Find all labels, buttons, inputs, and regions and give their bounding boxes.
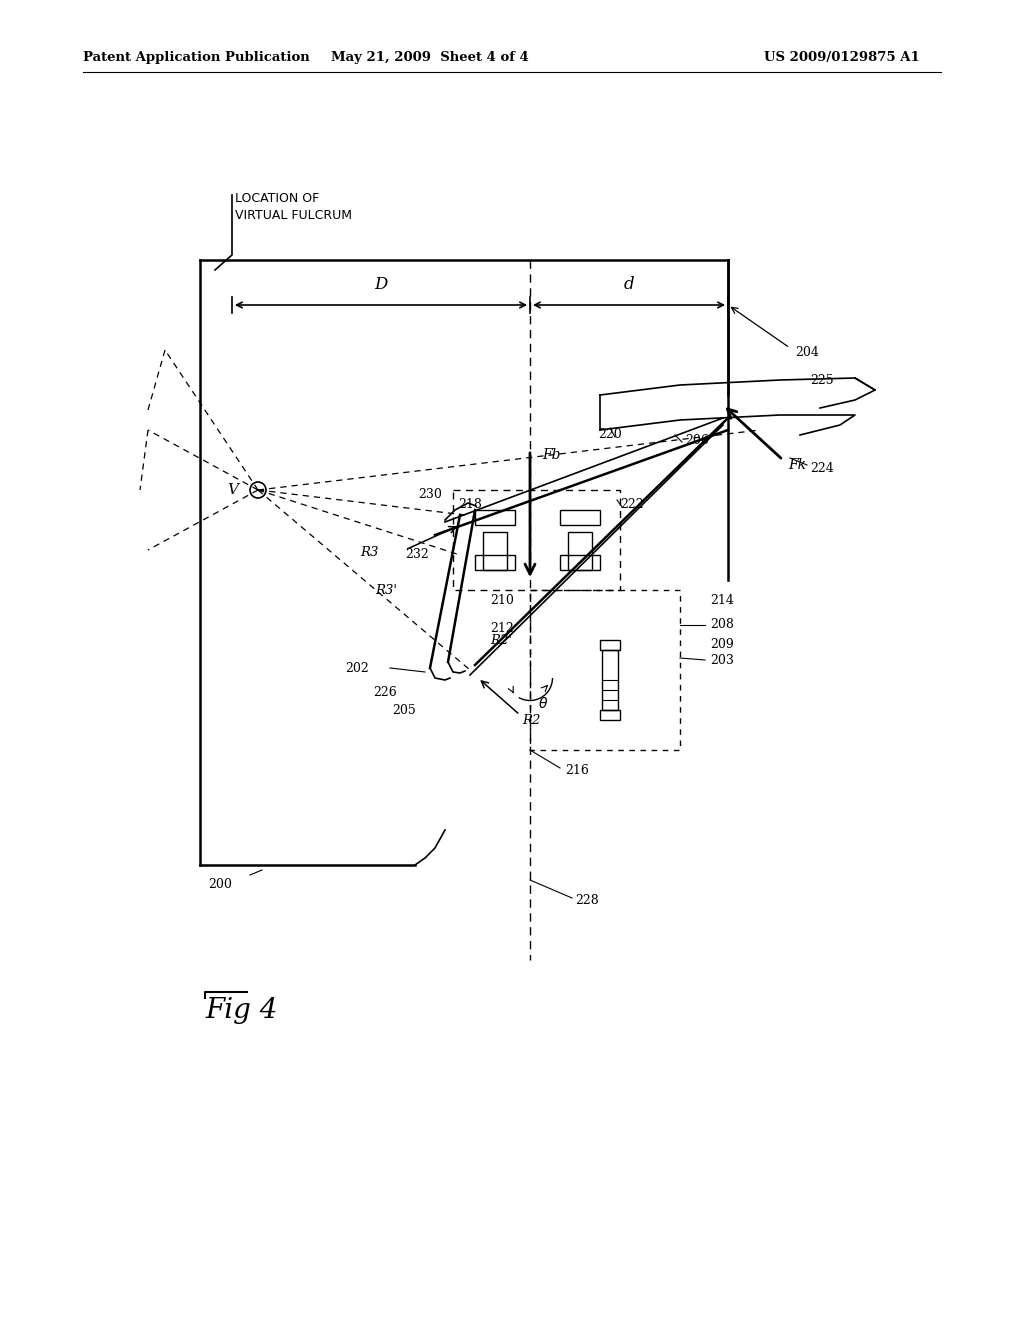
Text: 222: 222 [620, 499, 644, 511]
Text: 232: 232 [406, 549, 429, 561]
Text: 204: 204 [795, 346, 819, 359]
Text: $\theta$: $\theta$ [538, 696, 548, 711]
Text: Fk: Fk [788, 458, 806, 473]
Text: 203: 203 [710, 653, 734, 667]
Bar [475, 554, 515, 570]
Text: 206: 206 [685, 433, 709, 446]
Text: 208: 208 [710, 619, 734, 631]
Text: Fig 4: Fig 4 [205, 997, 278, 1023]
Text: R3: R3 [360, 545, 379, 558]
Text: 226: 226 [373, 685, 396, 698]
Text: Patent Application Publication: Patent Application Publication [83, 51, 309, 65]
Bar [475, 510, 515, 525]
Text: Fb: Fb [542, 447, 560, 462]
Bar [600, 710, 620, 719]
Bar [568, 532, 592, 570]
Text: 202: 202 [345, 661, 369, 675]
Text: 220: 220 [598, 429, 622, 441]
Text: R3': R3' [375, 583, 397, 597]
Bar [602, 649, 618, 710]
Text: 212: 212 [490, 622, 514, 635]
Text: 224: 224 [810, 462, 834, 474]
Bar [560, 554, 600, 570]
Text: 230: 230 [418, 488, 442, 502]
Text: 216: 216 [565, 763, 589, 776]
Text: 214: 214 [710, 594, 734, 606]
Text: 209: 209 [710, 639, 734, 652]
Text: 225: 225 [810, 374, 834, 387]
Text: R2: R2 [522, 714, 541, 726]
Text: 218: 218 [458, 499, 482, 511]
Text: d: d [624, 276, 634, 293]
Bar [600, 640, 620, 649]
Text: 200: 200 [208, 879, 232, 891]
Text: 205: 205 [392, 704, 416, 717]
Text: VIRTUAL FULCRUM: VIRTUAL FULCRUM [234, 209, 352, 222]
Bar [483, 532, 507, 570]
Text: V: V [227, 483, 238, 498]
Bar [560, 510, 600, 525]
Text: May 21, 2009  Sheet 4 of 4: May 21, 2009 Sheet 4 of 4 [331, 51, 528, 65]
Text: LOCATION OF: LOCATION OF [234, 191, 319, 205]
Text: 210: 210 [490, 594, 514, 606]
Text: US 2009/0129875 A1: US 2009/0129875 A1 [764, 51, 920, 65]
Text: 228: 228 [575, 894, 599, 907]
Text: R2': R2' [490, 634, 512, 647]
Text: D: D [375, 276, 388, 293]
